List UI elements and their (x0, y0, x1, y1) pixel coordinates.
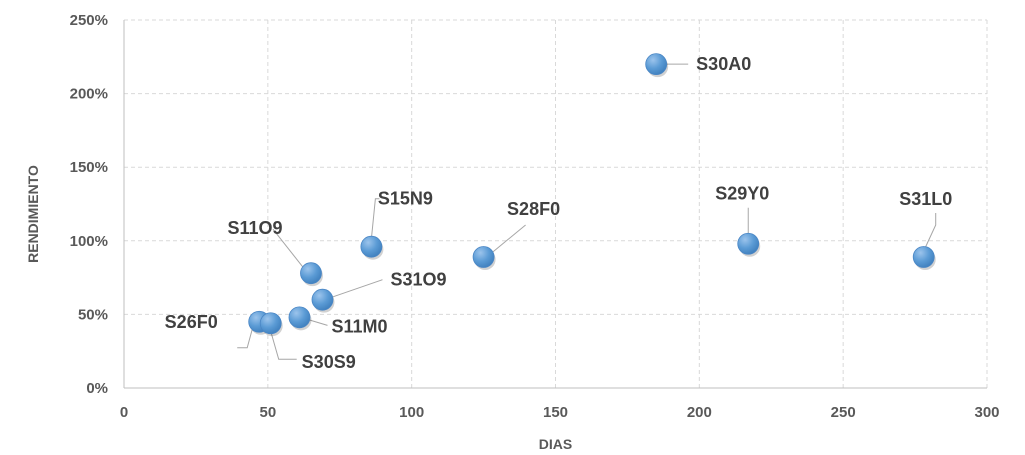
data-point (311, 288, 334, 311)
data-label: S28F0 (507, 199, 560, 219)
leader-line (491, 224, 526, 254)
x-tick-label: 300 (974, 404, 999, 421)
y-tick-label: 0% (86, 380, 108, 397)
y-tick-label: 200% (70, 86, 108, 103)
data-point (360, 235, 383, 258)
x-tick-label: 0 (120, 404, 128, 421)
y-tick-label: 100% (70, 233, 108, 250)
x-tick-label: 50 (259, 404, 276, 421)
data-label: S31L0 (899, 189, 952, 209)
y-tick-label: 250% (70, 12, 108, 29)
data-label: S29Y0 (715, 184, 769, 204)
data-point (645, 53, 668, 76)
x-tick-label: 250 (831, 404, 856, 421)
x-tick-label: 100 (399, 404, 424, 421)
data-point (259, 312, 282, 335)
leader-line (330, 279, 383, 299)
leader-line (923, 212, 937, 252)
leader-line (370, 198, 380, 239)
data-point (737, 232, 760, 255)
x-axis-title: DIAS (539, 436, 572, 452)
leader-line (272, 228, 304, 268)
data-point (472, 246, 495, 268)
data-label: S11O9 (227, 218, 282, 238)
x-tick-label: 150 (543, 404, 568, 421)
data-point (288, 306, 311, 329)
data-label: S15N9 (378, 189, 433, 209)
data-point (912, 246, 935, 268)
y-tick-label: 150% (70, 159, 108, 176)
data-label: S11M0 (331, 316, 387, 336)
y-axis-title: RENDIMIENTO (25, 165, 41, 263)
data-point (300, 262, 322, 285)
y-tick-label: 50% (78, 306, 108, 323)
leader-line (307, 318, 328, 326)
data-label: S30A0 (696, 54, 751, 74)
leader-line (237, 325, 254, 349)
data-label: S31O9 (390, 270, 446, 290)
data-label: S26F0 (165, 312, 218, 332)
x-tick-label: 200 (687, 404, 712, 421)
data-label: S30S9 (302, 352, 356, 372)
leader-line (270, 331, 297, 360)
